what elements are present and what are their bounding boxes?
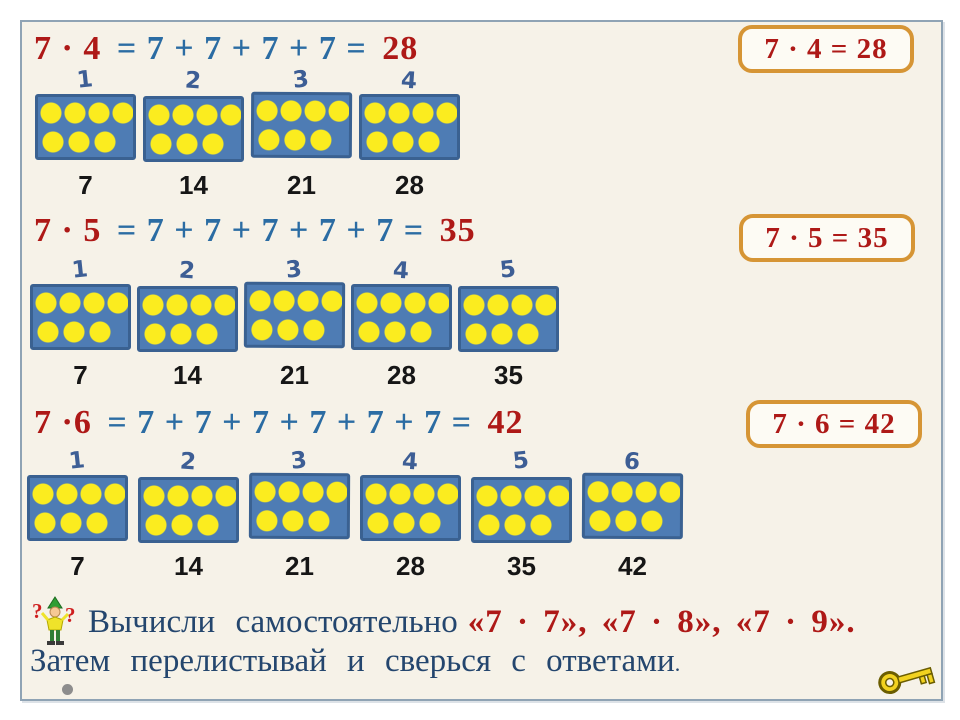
cumulative-count-label: 42 <box>618 551 647 581</box>
card-index-label: 5 <box>499 256 518 284</box>
card-unit: 3 21 <box>248 447 351 582</box>
card-unit: 5 35 <box>471 447 572 582</box>
bullet-dot <box>62 684 73 695</box>
cumulative-count-label: 7 <box>73 360 88 390</box>
cumulative-count-label: 28 <box>396 551 425 581</box>
equation-row-1: 7 · 4 = 7 + 7 + 7 + 7 = 28 <box>34 30 418 68</box>
card-index-label: 3 <box>285 256 304 284</box>
footer-line-2: Затем перелистывай и сверься с ответами. <box>30 643 680 680</box>
equation-result: 28 <box>382 30 419 67</box>
cumulative-count-label: 14 <box>173 360 202 390</box>
seven-dots-card <box>138 477 239 543</box>
svg-text:?: ? <box>32 599 43 623</box>
seven-dots-card <box>35 94 136 160</box>
answer-box-2: 7 · 5 = 35 <box>739 214 915 262</box>
equation-row-2: 7 · 5 = 7 + 7 + 7 + 7 + 7 = 35 <box>34 212 476 250</box>
equation-lhs: 7 · 4 <box>34 30 102 67</box>
card-index-label: 2 <box>184 67 203 95</box>
card-index-label: 1 <box>68 447 87 475</box>
cumulative-count-label: 21 <box>287 170 316 200</box>
card-unit: 5 35 <box>458 256 559 391</box>
seven-dots-card <box>137 286 238 352</box>
equation-lhs: 7 ·6 <box>34 404 92 441</box>
seven-dots-card <box>458 286 559 352</box>
card-unit: 4 28 <box>359 67 460 201</box>
card-index-label: 3 <box>292 66 311 94</box>
card-row-1: 1 7 2 14 3 21 4 28 <box>35 66 460 201</box>
seven-dots-card <box>30 284 131 350</box>
seven-dots-card <box>243 281 346 349</box>
seven-dots-card <box>143 96 244 162</box>
card-index-label: 4 <box>400 67 419 95</box>
cumulative-count-label: 28 <box>387 360 416 390</box>
equation-middle: = 7 + 7 + 7 + 7 = <box>116 30 367 67</box>
answer-text: 7 · 5 = 35 <box>765 221 889 254</box>
seven-dots-card <box>248 472 351 540</box>
card-index-label: 2 <box>179 448 198 476</box>
card-unit: 3 21 <box>243 256 346 391</box>
card-row-3: 1 7 2 14 3 21 4 28 5 35 6 42 <box>27 447 684 582</box>
equation-middle: = 7 + 7 + 7 + 7 + 7 = <box>116 212 425 249</box>
cumulative-count-label: 35 <box>494 360 523 390</box>
card-unit: 2 14 <box>138 448 239 582</box>
equation-result: 42 <box>487 404 524 441</box>
cumulative-count-label: 14 <box>174 551 203 581</box>
card-unit: 2 14 <box>143 67 244 201</box>
answer-text: 7 · 6 = 42 <box>772 407 896 440</box>
seven-dots-card <box>27 475 128 541</box>
seven-dots-card <box>360 475 461 541</box>
card-unit: 2 14 <box>137 257 238 391</box>
answer-box-1: 7 · 4 = 28 <box>738 25 914 73</box>
key-icon[interactable] <box>874 652 944 707</box>
cumulative-count-label: 7 <box>78 170 93 200</box>
answer-box-3: 7 · 6 = 42 <box>746 400 922 448</box>
svg-text:?: ? <box>65 603 76 627</box>
answer-text: 7 · 4 = 28 <box>764 32 888 65</box>
equation-row-3: 7 ·6 = 7 + 7 + 7 + 7 + 7 + 7 = 42 <box>34 404 523 442</box>
seven-dots-card <box>351 284 452 350</box>
footer-period: . <box>674 651 681 676</box>
cumulative-count-label: 14 <box>179 170 208 200</box>
card-index-label: 4 <box>392 257 411 285</box>
footer-tasks: «7 · 7», «7 · 8», «7 · 9». <box>467 603 856 640</box>
seven-dots-card <box>250 91 353 159</box>
card-index-label: 2 <box>178 257 197 285</box>
seven-dots-card <box>581 472 684 540</box>
card-unit: 4 28 <box>351 257 452 391</box>
card-index-label: 3 <box>290 447 309 475</box>
card-index-label: 5 <box>512 447 531 475</box>
equation-middle: = 7 + 7 + 7 + 7 + 7 + 7 = <box>107 404 472 441</box>
cumulative-count-label: 35 <box>507 551 536 581</box>
footer-instruction: Вычисли самостоятельно <box>88 603 458 640</box>
card-unit: 4 28 <box>360 448 461 582</box>
card-index-label: 1 <box>76 66 95 94</box>
card-unit: 1 7 <box>27 447 128 582</box>
footer-instruction-2: Затем перелистывай и сверься с ответами <box>30 643 675 679</box>
card-unit: 1 7 <box>35 66 136 201</box>
card-index-label: 4 <box>401 448 420 476</box>
gnome-question-icon: ? ? <box>32 596 76 645</box>
seven-dots-card <box>471 477 572 543</box>
card-unit: 3 21 <box>250 66 353 201</box>
card-index-label: 1 <box>71 256 90 284</box>
cumulative-count-label: 21 <box>280 360 309 390</box>
slide: 7 · 4 = 7 + 7 + 7 + 7 = 28 7 · 4 = 28 1 … <box>20 20 943 701</box>
footer-line-1: ? ? Вычисли самостоятельно «7 · 7», «7 ·… <box>32 595 856 649</box>
cumulative-count-label: 21 <box>285 551 314 581</box>
equation-result: 35 <box>439 212 476 249</box>
equation-lhs: 7 · 5 <box>34 212 102 249</box>
card-unit: 1 7 <box>30 256 131 391</box>
cumulative-count-label: 7 <box>70 551 85 581</box>
card-row-2: 1 7 2 14 3 21 4 28 5 35 <box>30 256 559 391</box>
seven-dots-card <box>359 94 460 160</box>
card-unit: 6 42 <box>581 448 684 582</box>
cumulative-count-label: 28 <box>395 170 424 200</box>
